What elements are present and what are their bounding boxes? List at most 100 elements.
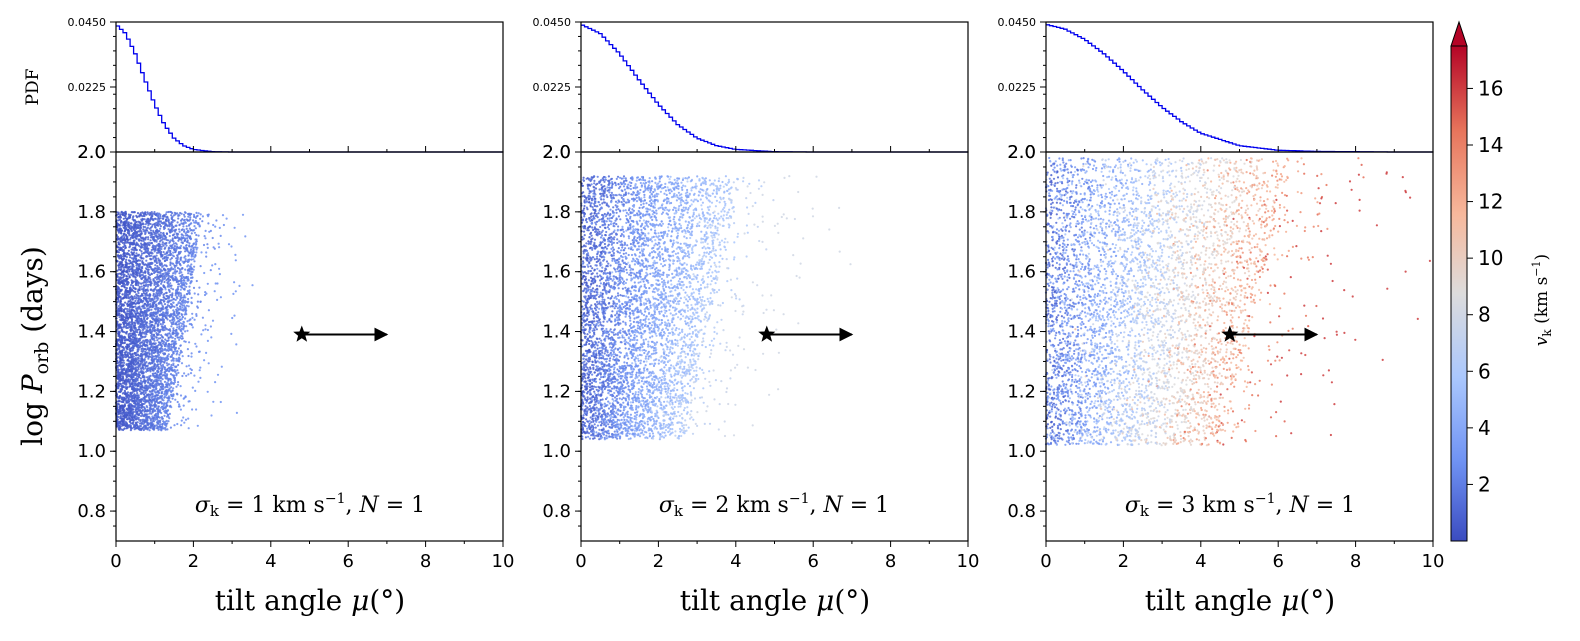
scatter-point xyxy=(159,395,163,398)
scatter-point xyxy=(163,300,166,303)
scatter-point xyxy=(174,398,177,401)
scatter-point xyxy=(137,281,140,284)
scatter-point xyxy=(175,359,178,362)
scatter-point xyxy=(144,271,147,274)
scatter-point xyxy=(176,422,179,426)
scatter-point xyxy=(119,351,122,354)
scatter-point xyxy=(174,365,177,368)
scatter-point xyxy=(163,402,166,405)
scatter-point xyxy=(167,396,170,399)
scatter-point xyxy=(135,241,138,244)
scatter-point xyxy=(160,318,163,321)
scatter-point xyxy=(212,400,215,403)
scatter-point xyxy=(130,222,133,225)
scatter-point xyxy=(244,235,247,238)
scatter-point xyxy=(144,238,147,241)
scatter-point xyxy=(180,419,183,422)
scatter-point xyxy=(146,406,149,409)
scatter-point xyxy=(179,349,182,352)
scatter-point xyxy=(163,414,166,417)
scatter-point xyxy=(130,324,133,327)
scatter-point xyxy=(168,319,172,322)
scatter-point xyxy=(165,424,168,427)
scatter-point xyxy=(142,297,145,300)
scatter-point xyxy=(130,367,133,370)
scatter-point xyxy=(176,212,179,215)
scatter-point xyxy=(151,342,154,345)
scatter-point xyxy=(162,321,165,324)
scatter-point xyxy=(144,267,148,270)
scatter-point xyxy=(166,381,169,384)
scatter-point xyxy=(143,281,146,284)
scatter-point xyxy=(135,307,138,310)
scatter-point xyxy=(190,355,193,358)
scatter-point xyxy=(137,394,140,397)
scatter-point xyxy=(131,289,134,292)
scatter-point xyxy=(185,374,188,377)
scatter-point xyxy=(119,221,122,224)
scatter-point xyxy=(163,259,166,263)
scatter-point xyxy=(164,389,167,393)
scatter-point xyxy=(139,329,142,332)
scatter-point xyxy=(143,359,146,362)
scatter-point xyxy=(121,293,124,296)
scatter-point xyxy=(139,400,143,403)
scatter-point xyxy=(156,265,159,268)
scatter-point xyxy=(118,335,121,338)
scatter-point xyxy=(136,212,140,215)
scatter-point xyxy=(177,280,180,283)
scatter-point xyxy=(119,213,122,216)
scatter-point xyxy=(174,272,177,275)
scatter-point xyxy=(116,269,119,272)
scatter-point xyxy=(161,378,164,381)
scatter-point xyxy=(146,303,149,306)
scatter-point xyxy=(182,323,185,326)
scatter-point xyxy=(134,247,137,250)
scatter-point xyxy=(176,309,179,313)
scatter-point xyxy=(151,261,154,265)
scatter-point xyxy=(176,400,179,404)
scatter-point xyxy=(209,325,212,328)
scatter-point xyxy=(126,262,129,265)
scatter-point xyxy=(178,356,181,359)
scatter-point xyxy=(193,374,196,377)
scatter-point xyxy=(190,301,193,304)
scatter-point xyxy=(159,234,162,237)
scatter-point xyxy=(119,256,123,260)
scatter-point xyxy=(159,337,162,340)
scatter-point xyxy=(133,219,137,222)
scatter-point xyxy=(164,345,167,348)
scatter-point xyxy=(145,333,148,336)
scatter-point xyxy=(119,415,122,419)
scatter-point xyxy=(166,304,169,307)
scatter-point xyxy=(131,349,134,352)
scatter-point xyxy=(182,321,186,324)
scatter-point xyxy=(169,306,172,309)
scatter-point xyxy=(159,330,162,333)
scatter-point xyxy=(116,213,119,216)
scatter-point xyxy=(161,335,164,339)
scatter-point xyxy=(170,296,173,299)
scatter-point xyxy=(184,309,187,312)
scatter-point xyxy=(158,347,161,350)
scatter-point xyxy=(165,244,168,247)
scatter-point xyxy=(131,352,134,355)
scatter-point xyxy=(157,280,160,284)
scatter-point xyxy=(177,261,180,264)
scatter-point xyxy=(165,265,168,268)
scatter-point xyxy=(184,268,187,271)
scatter-point xyxy=(159,231,162,234)
scatter-point xyxy=(140,254,143,257)
scatter-point xyxy=(211,319,215,322)
scatter-point xyxy=(170,363,173,367)
scatter-point xyxy=(122,249,125,252)
scatter-point xyxy=(181,242,184,245)
scatter-point xyxy=(165,419,168,422)
scatter-point xyxy=(181,267,184,270)
scatter-point xyxy=(140,285,143,288)
scatter-point xyxy=(157,251,160,254)
scatter-point xyxy=(129,214,132,217)
scatter-point xyxy=(161,253,164,257)
scatter-point xyxy=(234,290,237,293)
scatter-point xyxy=(167,276,170,280)
